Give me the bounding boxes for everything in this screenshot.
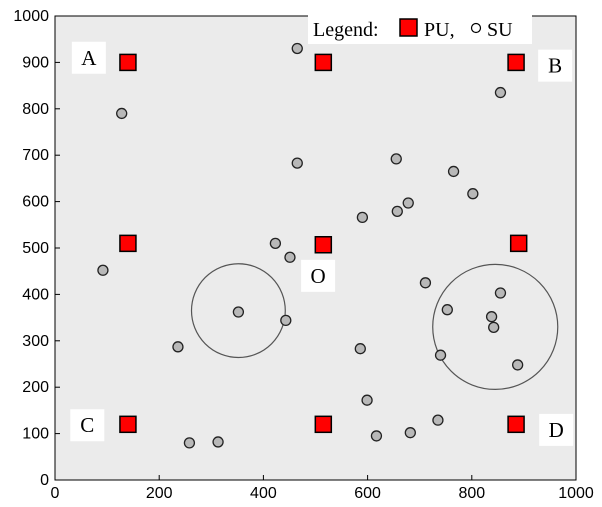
y-tick-label-600: 600	[22, 194, 49, 211]
x-tick-label-400: 400	[250, 485, 277, 502]
range-circles	[190, 263, 559, 391]
su-point-1	[291, 42, 303, 55]
pu-point-8	[314, 415, 333, 434]
y-tick-label-800: 800	[22, 101, 49, 118]
pu-point-9	[507, 415, 525, 434]
x-tick-label-200: 200	[146, 485, 173, 502]
y-tick-label-400: 400	[22, 286, 49, 303]
su-point-10	[356, 211, 369, 224]
pu-point-7	[119, 415, 137, 434]
range-circle-1	[190, 263, 286, 359]
label-c: C	[80, 413, 94, 437]
x-tick-label-600: 600	[354, 485, 381, 502]
legend: Legend: PU, SU	[308, 13, 532, 44]
su-point-14	[419, 277, 432, 289]
su-point-27	[404, 427, 416, 439]
legend-su-marker	[470, 22, 482, 34]
su-point-19	[232, 306, 245, 318]
label-o: O	[311, 264, 326, 288]
point-labels: A B C D O	[70, 41, 574, 446]
su-point-5	[390, 153, 402, 165]
su-point-9	[391, 205, 403, 217]
label-d: D	[549, 418, 564, 442]
su-point-11	[269, 237, 282, 250]
su-point-16	[441, 304, 453, 316]
legend-box	[308, 13, 532, 44]
su-point-4	[291, 157, 303, 169]
y-tick-label-700: 700	[22, 147, 49, 164]
su-point-3	[494, 86, 507, 99]
su-point-6	[447, 165, 460, 178]
su-point-24	[511, 359, 524, 371]
su-point-20	[280, 314, 292, 327]
legend-prefix: Legend:	[313, 19, 379, 41]
y-tick-label-100: 100	[22, 426, 49, 443]
label-box-d	[539, 413, 574, 446]
pu-point-1	[119, 53, 137, 72]
su-point-18	[488, 321, 500, 333]
su-point-2	[116, 107, 128, 120]
su-point-25	[361, 394, 373, 406]
su-markers	[97, 42, 524, 449]
label-box-c	[70, 409, 105, 442]
su-point-13	[97, 264, 109, 276]
su-point-23	[434, 349, 447, 361]
legend-pu-marker	[399, 18, 418, 37]
pu-markers	[119, 53, 528, 434]
pu-point-4	[119, 234, 137, 253]
su-point-28	[370, 430, 383, 442]
x-tick-label-1000: 1000	[558, 485, 594, 502]
y-tick-label-500: 500	[22, 240, 49, 257]
range-circle-2	[432, 263, 559, 391]
y-tick-label-0: 0	[40, 472, 49, 489]
pu-point-2	[314, 53, 333, 72]
y-tick-label-300: 300	[22, 333, 49, 350]
label-box-a	[71, 41, 106, 74]
pu-point-6	[509, 234, 528, 253]
label-a: A	[81, 46, 97, 70]
pu-point-3	[507, 53, 525, 72]
y-tick-label-200: 200	[22, 379, 49, 396]
label-box-o	[301, 259, 336, 292]
legend-pu-label: PU,	[424, 19, 455, 41]
su-point-30	[212, 436, 224, 448]
x-tick-label-0: 0	[51, 485, 60, 502]
su-point-21	[172, 341, 184, 353]
label-b: B	[548, 54, 562, 78]
label-box-b	[538, 49, 573, 82]
legend-su-label: SU	[487, 19, 513, 41]
su-point-17	[485, 311, 498, 323]
y-tick-label-1000: 1000	[13, 8, 49, 25]
su-point-29	[183, 437, 196, 449]
su-point-22	[354, 343, 366, 355]
su-point-12	[284, 251, 296, 263]
axes: 0 200 400 600 800 1000 0 100 200 300 400 500 600 700 8…	[13, 8, 593, 502]
su-point-26	[432, 414, 444, 426]
su-point-7	[467, 188, 479, 200]
su-point-15	[494, 287, 507, 299]
y-tick-label-900: 900	[22, 54, 49, 71]
su-point-8	[402, 197, 414, 209]
pu-point-5	[314, 236, 333, 254]
x-tick-label-800: 800	[458, 485, 485, 502]
